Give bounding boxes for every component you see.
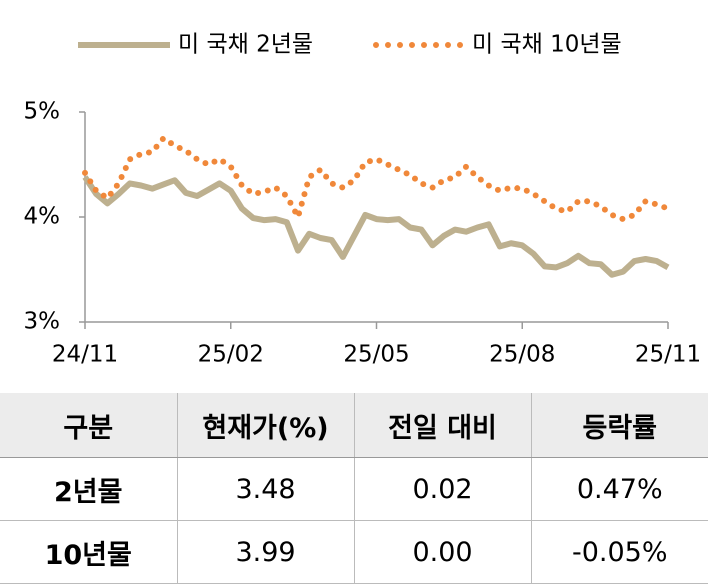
y-tick-label: 4% bbox=[24, 204, 61, 230]
x-tick-label: 24/11 bbox=[52, 342, 118, 368]
cell: -0.05% bbox=[530, 520, 708, 584]
summary-table: 구분 현재가(%) 전일 대비 등락률 2년물 3.48 0.02 0.47% … bbox=[0, 393, 708, 584]
row-label: 2년물 bbox=[0, 457, 177, 521]
series-line bbox=[82, 175, 670, 278]
row-label: 10년물 bbox=[0, 520, 177, 584]
series-line bbox=[82, 135, 671, 223]
chart: 3% 4% 5% 24/11 25/02 25/05 25/08 25/11 미 국채 2년물 미… bbox=[24, 32, 702, 368]
cell: 3.48 bbox=[176, 457, 354, 521]
legend-label: 미 국채 10년물 bbox=[472, 32, 622, 58]
header-cell: 현재가(%) bbox=[176, 393, 354, 458]
table-row: 10년물 3.99 0.00 -0.05% bbox=[0, 520, 708, 584]
table-row: 2년물 3.48 0.02 0.47% bbox=[0, 457, 708, 521]
header-cell: 전일 대비 bbox=[353, 393, 531, 458]
y-tick-label: 3% bbox=[24, 309, 61, 335]
x-tick-label: 25/08 bbox=[489, 342, 555, 368]
cell: 0.47% bbox=[530, 457, 708, 521]
header-cell: 등락률 bbox=[530, 393, 708, 458]
x-tick-label: 25/11 bbox=[635, 342, 701, 368]
cell: 0.02 bbox=[353, 457, 531, 521]
cell: 3.99 bbox=[176, 520, 354, 584]
cell: 0.00 bbox=[353, 520, 531, 584]
y-tick-label: 5% bbox=[24, 99, 61, 125]
x-tick-label: 25/05 bbox=[343, 342, 409, 368]
x-tick-label: 25/02 bbox=[198, 342, 264, 368]
legend-label: 미 국채 2년물 bbox=[178, 32, 313, 58]
table-header: 구분 현재가(%) 전일 대비 등락률 bbox=[0, 393, 708, 458]
header-cell: 구분 bbox=[0, 393, 177, 458]
